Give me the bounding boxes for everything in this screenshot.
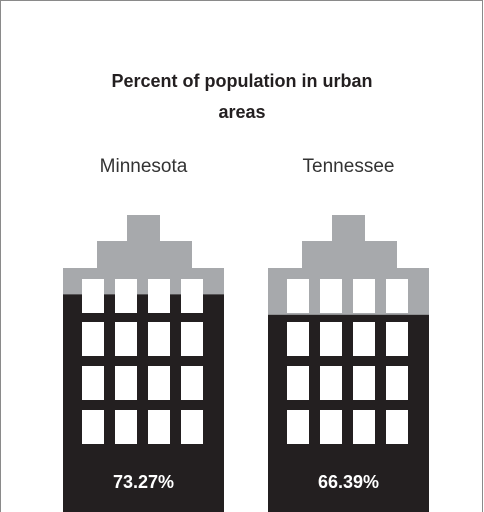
window <box>181 279 203 313</box>
window <box>386 410 408 444</box>
window <box>82 410 104 444</box>
window <box>353 279 375 313</box>
window <box>115 322 137 356</box>
window <box>181 322 203 356</box>
window <box>353 410 375 444</box>
window <box>287 279 309 313</box>
window <box>148 279 170 313</box>
category-label: Minnesota <box>100 156 188 177</box>
window <box>287 322 309 356</box>
window <box>320 366 342 400</box>
value-label: 73.27% <box>113 472 174 492</box>
window <box>353 366 375 400</box>
window <box>320 279 342 313</box>
window <box>82 322 104 356</box>
window <box>320 410 342 444</box>
window <box>287 410 309 444</box>
window <box>82 279 104 313</box>
value-label: 66.39% <box>318 472 379 492</box>
category-label: Tennessee <box>303 156 395 177</box>
window <box>386 322 408 356</box>
window <box>115 279 137 313</box>
window <box>148 410 170 444</box>
chart-title: Percent of population in urban areas <box>111 71 373 122</box>
window <box>320 322 342 356</box>
window <box>115 366 137 400</box>
window <box>353 322 375 356</box>
window <box>287 366 309 400</box>
window <box>148 366 170 400</box>
window <box>115 410 137 444</box>
window <box>82 366 104 400</box>
window <box>181 410 203 444</box>
window <box>181 366 203 400</box>
window <box>386 366 408 400</box>
window <box>148 322 170 356</box>
window <box>386 279 408 313</box>
